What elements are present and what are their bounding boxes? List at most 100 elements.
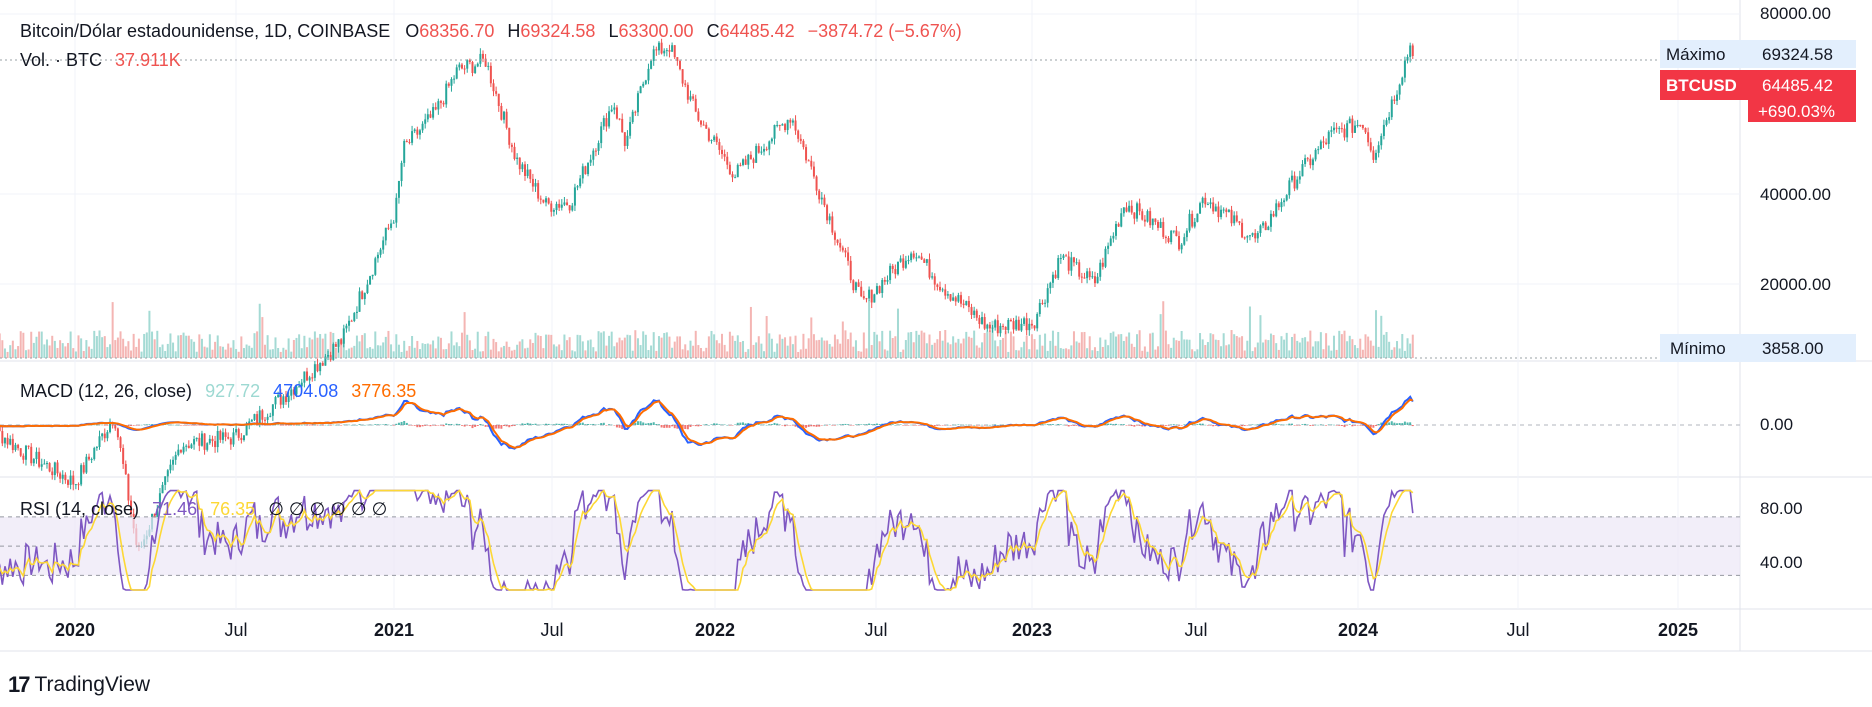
macd-histogram-bar [135,425,138,426]
volume-bar [190,339,193,358]
macd-histogram-bar [973,424,976,426]
macd-histogram-bar [1238,425,1241,426]
symbol-legend[interactable]: Bitcoin/Dólar estadounidense, 1D, COINBA… [20,21,962,70]
volume-bar [802,333,805,358]
volume-bar [636,338,639,358]
volume-bar [193,341,196,358]
macd-histogram-bar [337,424,340,426]
candle-body [1133,212,1136,219]
macd-histogram-bar [1164,425,1167,426]
watermark-text: TradingView [34,673,151,696]
candle-body [516,157,519,159]
candle-body [1065,255,1068,257]
candle-body [728,164,731,175]
volume-bar [453,345,456,358]
macd-histogram-bar [274,424,277,426]
time-tick-label: Jul [540,620,563,640]
tradingview-watermark[interactable]: 17 TradingView [8,672,150,698]
candle-body [40,464,43,467]
candle-body [589,159,592,163]
rsi-legend[interactable]: RSI (14, close) 71.46 76.35 ∅ ∅ ∅ ∅ ∅ ∅ [20,499,387,519]
macd-histogram-bar [1288,423,1291,425]
macd-histogram-bar [1409,422,1412,425]
candle-body [103,433,106,439]
macd-histogram-bar [639,421,642,425]
candle-body [1233,215,1236,224]
volume-bar [1170,347,1173,358]
volume-bar [747,349,750,358]
macd-histogram-bar [854,424,857,425]
price-candles[interactable] [0,38,1414,552]
macd-legend[interactable]: MACD (12, 26, close) 927.72 4704.08 3776… [20,381,416,401]
volume-bar [421,343,424,358]
macd-histogram-bar [1070,425,1073,426]
candle-body [334,344,337,347]
volume-bar [1104,339,1107,358]
candle-body [1235,215,1238,222]
close-label: C [707,21,720,41]
volume-bar [1051,330,1054,358]
volume-bar [1167,344,1170,358]
candle-body [256,414,259,424]
candle-body [1138,203,1141,212]
macd-histogram-bar [468,425,471,426]
candle-body [195,437,198,440]
volume-bar [946,342,949,358]
macd-pane[interactable] [0,395,1740,450]
candle-body [1049,282,1052,289]
volume-bar [516,344,519,358]
macd-histogram-bar [103,425,106,426]
candle-body [726,156,729,165]
volume-bar [387,330,390,358]
macd-histogram-bar [952,424,955,426]
macd-histogram-bar [699,425,702,426]
volume-bar [1269,333,1272,358]
volume-bar [137,338,140,358]
macd-histogram-bar [282,425,285,426]
macd-histogram-bar [1133,425,1136,427]
volume-bar [474,348,477,358]
volume-bar [1164,330,1167,358]
macd-histogram-bar [500,425,503,429]
volume-bar [358,341,361,358]
price-axis[interactable]: 80000.00 40000.00 20000.00 0.00 80.00 40… [1760,4,1831,572]
candle-body [1251,233,1254,236]
volume-bar [513,349,516,358]
macd-histogram-bar [1057,424,1060,425]
macd-histogram-bar [279,425,282,426]
macd-histogram-bar [839,424,842,425]
volume-bar [1172,337,1175,358]
volume-bar [1028,349,1031,358]
open-value: 68356.70 [419,21,494,41]
rsi-pane[interactable] [0,488,1740,592]
candle-body [668,50,671,52]
volume-bar [324,333,327,358]
volume-bar [731,335,734,358]
candle-body [1012,321,1015,330]
candle-body [447,83,450,86]
volume-bar [581,341,584,358]
volume-bar [763,351,766,358]
volume-bar [558,344,561,358]
volume-bar [153,339,156,358]
candle-body [497,93,500,106]
volume-bar [931,344,934,358]
macd-histogram-bar [954,424,957,426]
volume-bar [1230,330,1233,358]
candle-body [229,438,232,445]
candle-body [1390,99,1393,118]
candle-body [960,295,963,304]
time-axis[interactable]: 2020 Jul 2021 Jul 2022 Jul 2023 Jul 2024… [55,620,1698,640]
volume-bar [1080,332,1083,358]
macd-histogram-bar [369,424,372,426]
macd-histogram-bar [111,425,114,426]
candle-body [43,463,46,465]
macd-histogram-bar [1002,424,1005,426]
volume-bar [455,342,458,358]
macd-histogram-bar [600,423,603,425]
volume-bar [261,317,264,358]
macd-histogram-bar [917,425,920,426]
candle-body [250,419,253,422]
candle-body [807,160,810,162]
